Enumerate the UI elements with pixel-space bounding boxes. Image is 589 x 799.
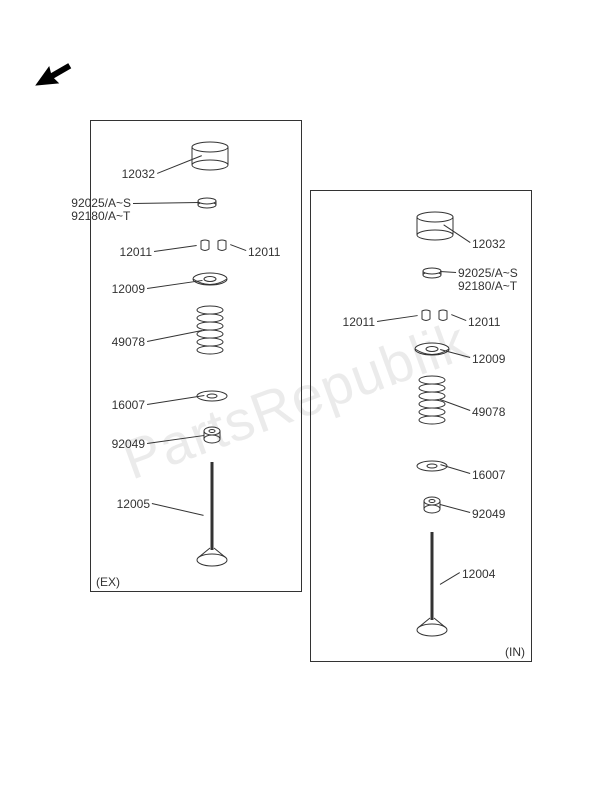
shim-part xyxy=(422,267,442,279)
seal-part xyxy=(203,426,221,444)
callout-12004: 12004 xyxy=(462,567,495,581)
exhaust-panel-tag: (EX) xyxy=(96,575,120,589)
keeper-part xyxy=(438,309,448,323)
callout-12032: 12032 xyxy=(122,167,155,181)
callout-12032: 12032 xyxy=(472,237,505,251)
callout-12011: 12011 xyxy=(120,245,152,259)
callout-49078: 49078 xyxy=(472,405,505,419)
callout-12011: 12011 xyxy=(248,245,280,259)
callout-92049: 92049 xyxy=(112,437,145,451)
tappet-part xyxy=(190,140,230,172)
keeper-part xyxy=(200,239,210,253)
callout-92025/A~S: 92025/A~S92180/A~T xyxy=(71,197,131,223)
callout-12011: 12011 xyxy=(468,315,500,329)
callout-12009: 12009 xyxy=(112,282,145,296)
callout-92025/A~S: 92025/A~S92180/A~T xyxy=(458,267,518,293)
diagram-container: PartsRepublik (EX) (IN) 12032 92025/A~S9… xyxy=(0,0,589,799)
seal-part xyxy=(423,496,441,514)
back-arrow-icon xyxy=(30,57,80,103)
callout-16007: 16007 xyxy=(472,468,505,482)
callout-92049: 92049 xyxy=(472,507,505,521)
keeper-part xyxy=(217,239,227,253)
callout-12011: 12011 xyxy=(343,315,375,329)
callout-12009: 12009 xyxy=(472,352,505,366)
callout-12005: 12005 xyxy=(117,497,150,511)
shim-part xyxy=(197,197,217,209)
valve-part xyxy=(416,530,448,640)
callout-49078: 49078 xyxy=(112,335,145,349)
intake-panel-tag: (IN) xyxy=(505,645,525,659)
keeper-part xyxy=(421,309,431,323)
callout-16007: 16007 xyxy=(112,398,145,412)
tappet-part xyxy=(415,210,455,242)
